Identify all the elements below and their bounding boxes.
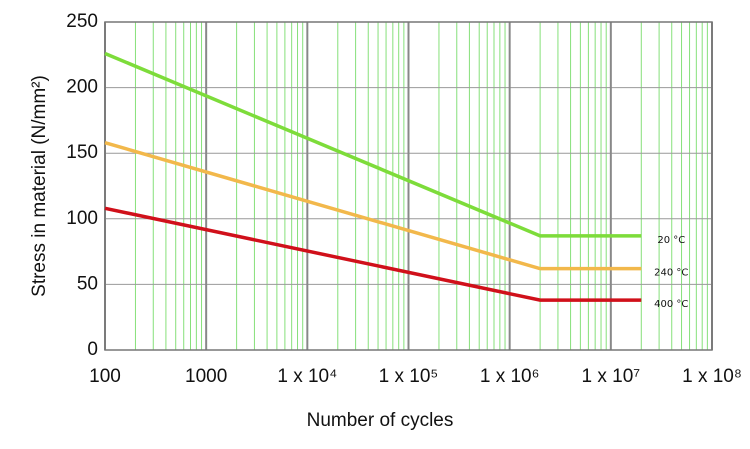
x-tick-label: 1 x 10⁸ <box>682 366 742 387</box>
y-axis-label: Stress in material (N/mm²) <box>29 75 50 297</box>
series-line <box>104 51 642 238</box>
x-tick-label: 1 x 10⁷ <box>582 366 641 387</box>
series-label: 20 °C <box>657 235 685 246</box>
y-tick-label: 50 <box>77 273 98 294</box>
series-label: 240 °C <box>654 268 688 279</box>
y-tick-label: 0 <box>87 339 98 360</box>
series-label: 400 °C <box>654 299 688 310</box>
y-tick-label: 250 <box>66 11 98 32</box>
y-tick-label: 100 <box>66 208 98 229</box>
x-tick-label: 1 x 10⁶ <box>480 366 540 387</box>
series-line <box>104 206 642 302</box>
plot-frame <box>104 21 713 351</box>
series-line <box>104 141 642 271</box>
x-tick-label: 1000 <box>185 366 227 387</box>
y-tick-label: 150 <box>66 142 98 163</box>
x-axis-label: Number of cycles <box>307 410 454 431</box>
x-tick-label: 1 x 10⁵ <box>379 366 439 387</box>
x-tick-label: 100 <box>89 366 121 387</box>
x-tick-label: 1 x 10⁴ <box>277 366 337 387</box>
y-tick-label: 200 <box>66 77 98 98</box>
